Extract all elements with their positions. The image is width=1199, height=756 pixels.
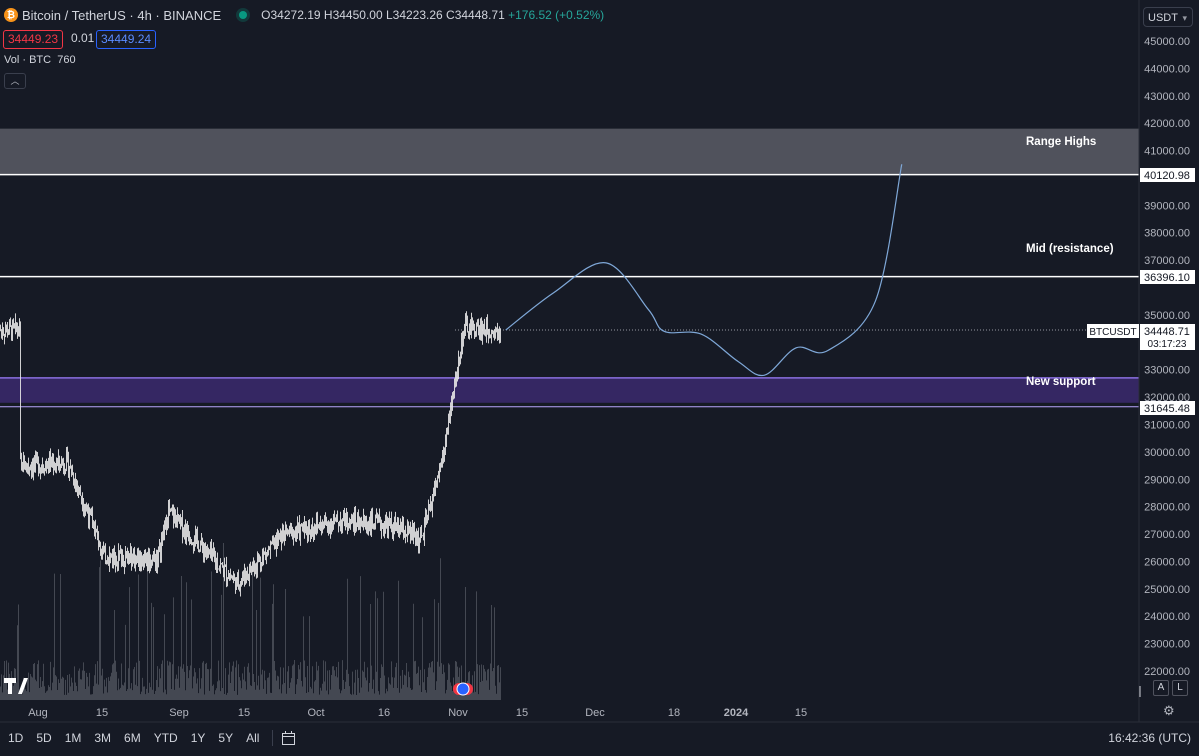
log-scale-button[interactable]: L: [1172, 680, 1188, 696]
price-tick-label: 27000.00: [1144, 529, 1190, 541]
ohlc-change: +176.52 (+0.52%): [508, 8, 605, 22]
timeframe-5y[interactable]: 5Y: [218, 731, 234, 745]
spread-value: 0.01: [71, 31, 95, 45]
price-tick-label: 37000.00: [1144, 255, 1190, 267]
new-support-zone[interactable]: [0, 377, 1139, 403]
support-price-box: [1140, 401, 1195, 415]
current-price-label: 34448.71: [1144, 326, 1190, 338]
timeframe-3m[interactable]: 3M: [94, 731, 112, 745]
mid-price-box: [1140, 270, 1195, 284]
time-axis[interactable]: Aug 15 Sep 15 Oct 16 Nov 15 Dec 18 2024 15: [28, 707, 807, 719]
timeframe-ytd[interactable]: YTD: [153, 731, 178, 745]
settings-gear-icon[interactable]: ⚙: [1163, 703, 1175, 718]
time-tick-label: 15: [516, 707, 528, 719]
sell-price-button[interactable]: 34449.23: [3, 30, 64, 49]
currency-select[interactable]: USDT: [1143, 7, 1193, 28]
time-tick-label: Nov: [448, 707, 468, 719]
price-tick-label: 31000.00: [1144, 419, 1190, 431]
volume-bars: [0, 542, 501, 700]
time-tick-label: 18: [668, 707, 680, 719]
timeframe-6m[interactable]: 6M: [124, 731, 141, 745]
volume-name: Vol · BTC: [4, 54, 52, 66]
price-tick-label: 39000.00: [1144, 200, 1190, 212]
calendar-range-icon[interactable]: [281, 730, 297, 746]
bitcoin-logo-icon: ₿: [4, 8, 18, 22]
bottom-toolbar: 1D 5D 1M 3M 6M YTD 1Y 5Y All: [0, 726, 1199, 750]
utc-clock[interactable]: 16:42:36 (UTC): [1108, 731, 1191, 745]
time-tick-label: 15: [96, 707, 108, 719]
projection-path[interactable]: [505, 164, 903, 377]
price-tick-label: 23000.00: [1144, 639, 1190, 651]
symbol-tag: BTCUSDT: [1089, 327, 1136, 338]
support-price-label: 31645.48: [1144, 403, 1190, 415]
range-highs-zone[interactable]: [0, 128, 1139, 175]
price-tick-label: 33000.00: [1144, 365, 1190, 377]
time-tick-label: 15: [238, 707, 250, 719]
auto-scale-button[interactable]: A: [1153, 680, 1169, 696]
price-tick-label: 44000.00: [1144, 63, 1190, 75]
chart-header: ₿ Bitcoin / TetherUS · 4h · BINANCE O342…: [0, 0, 604, 30]
symbol-title[interactable]: Bitcoin / TetherUS · 4h · BINANCE: [22, 7, 222, 23]
market-status-icon[interactable]: [239, 11, 248, 19]
timeframe-1d[interactable]: 1D: [8, 731, 24, 745]
timeframe-1y[interactable]: 1Y: [190, 731, 206, 745]
price-tick-label: 41000.00: [1144, 146, 1190, 158]
ohlc-open: O34272.19: [261, 8, 321, 22]
timeframe-all[interactable]: All: [246, 731, 260, 745]
ohlc-close: C34448.71: [446, 8, 505, 22]
price-tick-label: 43000.00: [1144, 91, 1190, 103]
price-axis[interactable]: 45000.00 44000.00 43000.00 42000.00 41000.00…: [1144, 36, 1190, 678]
ohlc-low: L34223.26: [385, 8, 443, 22]
symbol-tag-box: [1087, 324, 1139, 338]
ohlc-high: H34450.00: [323, 8, 383, 22]
range-high-price-label: 40120.98: [1144, 170, 1190, 182]
volume-legend[interactable]: Vol · BTC 760: [4, 54, 76, 66]
price-tick-label: 30000.00: [1144, 447, 1190, 459]
us-flag-icon[interactable]: [456, 682, 470, 696]
current-price-box: [1140, 324, 1195, 350]
time-tick-label: 2024: [724, 707, 749, 719]
volume-value: 760: [57, 54, 76, 66]
mid-price-label: 36396.10: [1144, 272, 1190, 284]
price-tick-label: 42000.00: [1144, 118, 1190, 130]
time-tick-label: Oct: [307, 707, 324, 719]
buy-price-button[interactable]: 34449.24: [96, 30, 157, 49]
timeframe-1m[interactable]: 1M: [64, 731, 82, 745]
time-tick-label: 15: [795, 707, 807, 719]
timeframe-5d[interactable]: 5D: [36, 731, 52, 745]
time-tick-label: Aug: [28, 707, 48, 719]
time-tick-label: 16: [378, 707, 390, 719]
price-tick-label: 22000.00: [1144, 666, 1190, 678]
price-tick-label: 35000.00: [1144, 310, 1190, 322]
price-tick-label: 25000.00: [1144, 584, 1190, 596]
time-tick-label: Sep: [169, 707, 189, 719]
price-tick-label: 24000.00: [1144, 611, 1190, 623]
time-tick-label: Dec: [585, 707, 605, 719]
tradingview-logo-icon[interactable]: [4, 678, 28, 694]
range-high-price-box: [1140, 168, 1195, 182]
price-tick-label: 38000.00: [1144, 228, 1190, 240]
toolbar-divider: [272, 730, 274, 746]
price-tick-label: 28000.00: [1144, 502, 1190, 514]
range-highs-annotation[interactable]: Range Highs: [1026, 136, 1096, 148]
price-tick-label: 45000.00: [1144, 36, 1190, 48]
price-tick-label: 26000.00: [1144, 556, 1190, 568]
bar-countdown-label: 03:17:23: [1148, 339, 1187, 350]
price-tick-label: 29000.00: [1144, 474, 1190, 486]
candles: [0, 311, 501, 597]
mid-resistance-annotation[interactable]: Mid (resistance): [1026, 243, 1114, 255]
collapse-legend-icon[interactable]: ︿: [4, 73, 26, 89]
new-support-annotation[interactable]: New support: [1026, 376, 1096, 388]
